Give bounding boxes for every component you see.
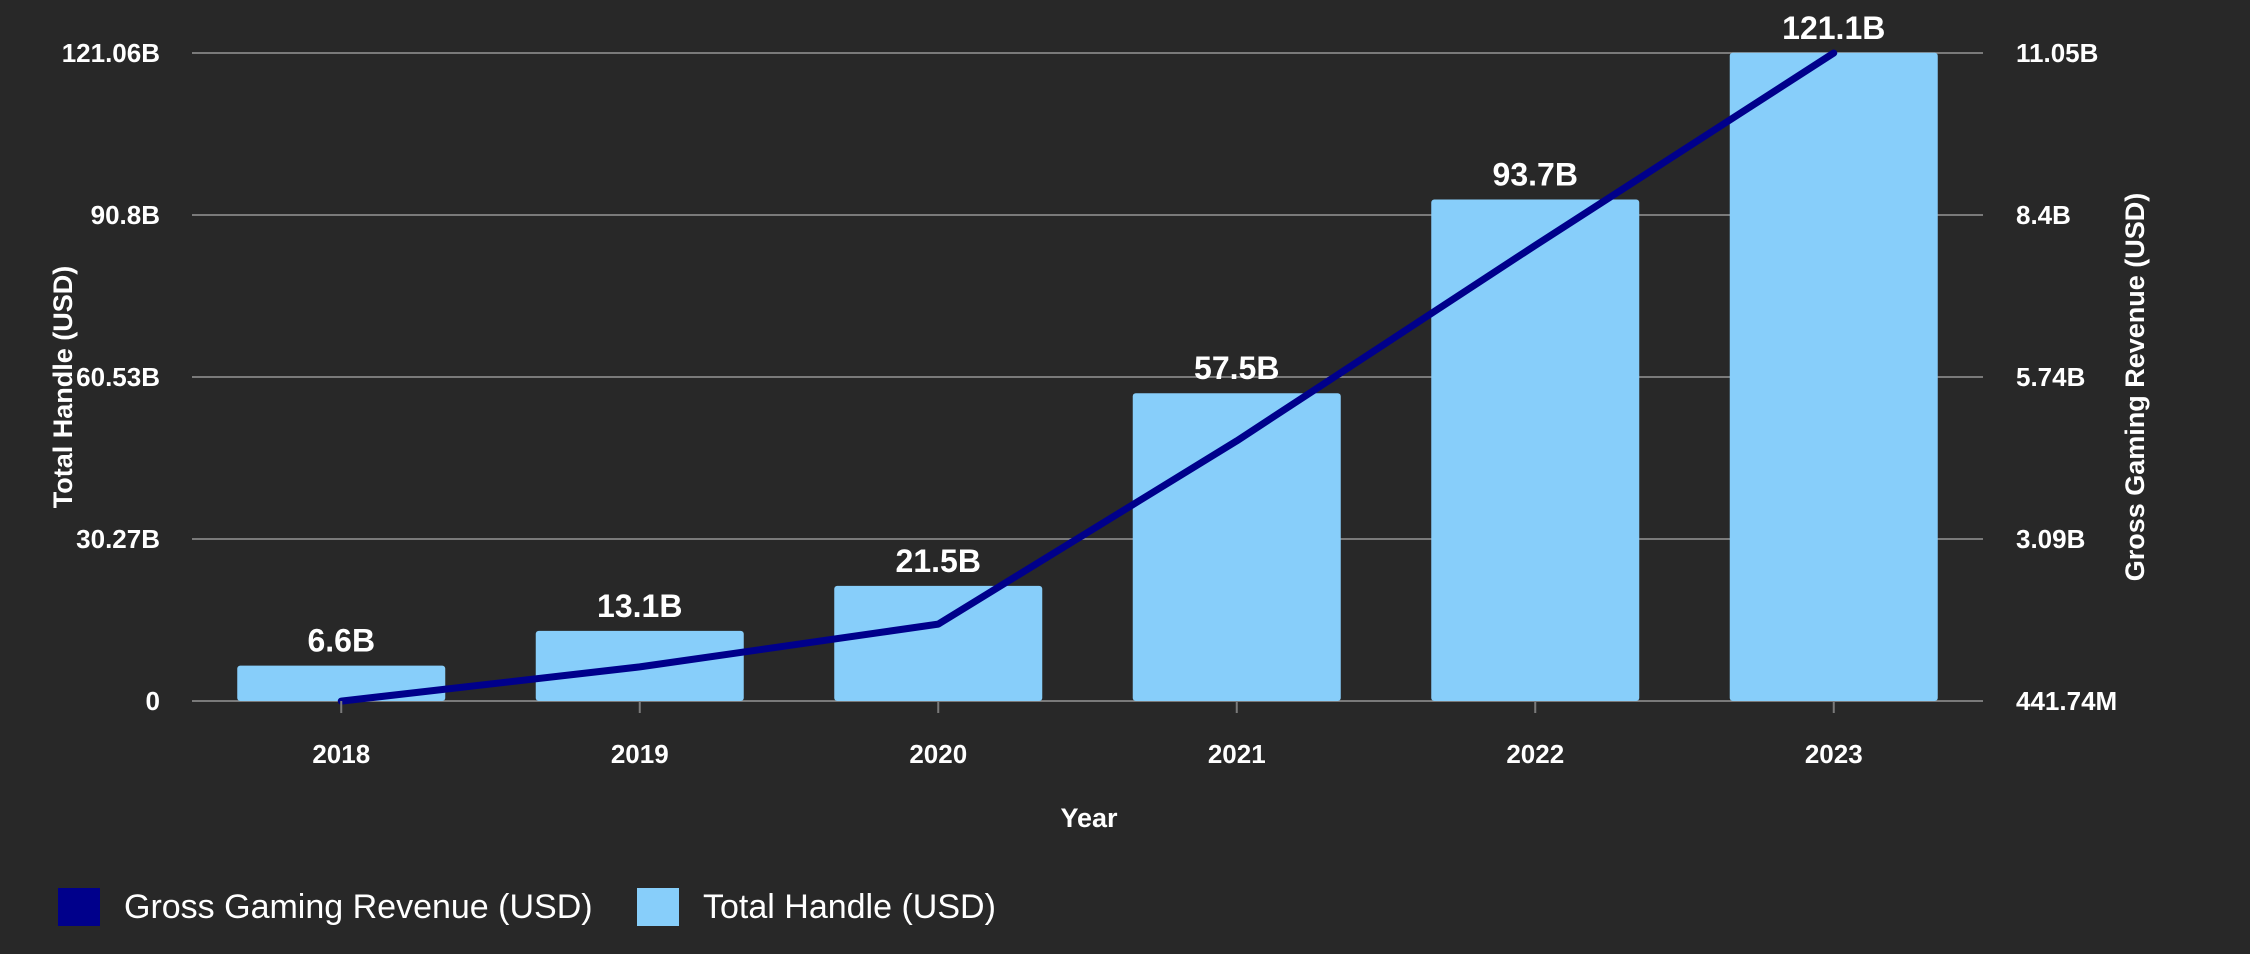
bar-value-label: 13.1B <box>597 588 682 624</box>
y2-tick-label: 11.05B <box>2016 38 2098 68</box>
y-axis-title: Total Handle (USD) <box>48 266 78 509</box>
y2-tick-label: 5.74B <box>2016 362 2085 392</box>
y-tick-label: 30.27B <box>76 524 160 554</box>
y-tick-label: 90.8B <box>91 200 160 230</box>
x-tick-label: 2019 <box>611 739 669 769</box>
legend: Gross Gaming Revenue (USD) Total Handle (… <box>58 888 996 926</box>
y-tick-label: 121.06B <box>62 38 160 68</box>
bar-2022 <box>1431 199 1640 701</box>
bar-value-label: 21.5B <box>896 543 981 579</box>
y2-tick-label: 8.4B <box>2016 200 2071 230</box>
y-tick-label: 60.53B <box>76 362 160 392</box>
legend-label-gross-gaming-revenue: Gross Gaming Revenue (USD) <box>124 888 593 926</box>
legend-swatch-total-handle <box>637 888 679 926</box>
x-tick-label: 2020 <box>909 739 967 769</box>
x-tick-label: 2023 <box>1805 739 1863 769</box>
axes: 0 441.74M 30.27B 3.09B 60.53B 5.74B 90.8B 8.4B 1… <box>48 38 2150 833</box>
x-tick-label: 2018 <box>312 739 370 769</box>
x-tick-label: 2021 <box>1208 739 1266 769</box>
bar-2020 <box>834 585 1043 701</box>
y2-tick-label: 3.09B <box>2016 524 2085 554</box>
legend-label-total-handle: Total Handle (USD) <box>703 888 996 926</box>
bar-value-label: 93.7B <box>1493 156 1578 192</box>
x-tick-label: 2022 <box>1506 739 1564 769</box>
y-tick-label: 0 <box>146 686 160 716</box>
bar-series <box>237 52 1938 702</box>
data-labels: 6.6B 13.1B 21.5B 57.5B 93.7B 121.1B <box>307 10 1885 659</box>
y2-axis-title: Gross Gaming Revenue (USD) <box>2120 193 2150 582</box>
bar-2023 <box>1729 52 1938 702</box>
legend-swatch-gross-gaming-revenue <box>58 888 100 926</box>
bar-value-label: 57.5B <box>1194 350 1279 386</box>
bar-value-label: 121.1B <box>1782 10 1885 46</box>
gridlines <box>192 52 1983 702</box>
y2-tick-label: 441.74M <box>2016 686 2117 716</box>
line-gross-gaming-revenue <box>337 49 1838 705</box>
line-series <box>337 49 1838 705</box>
x-axis-title: Year <box>1060 803 1118 833</box>
bar-value-label: 6.6B <box>307 623 375 659</box>
